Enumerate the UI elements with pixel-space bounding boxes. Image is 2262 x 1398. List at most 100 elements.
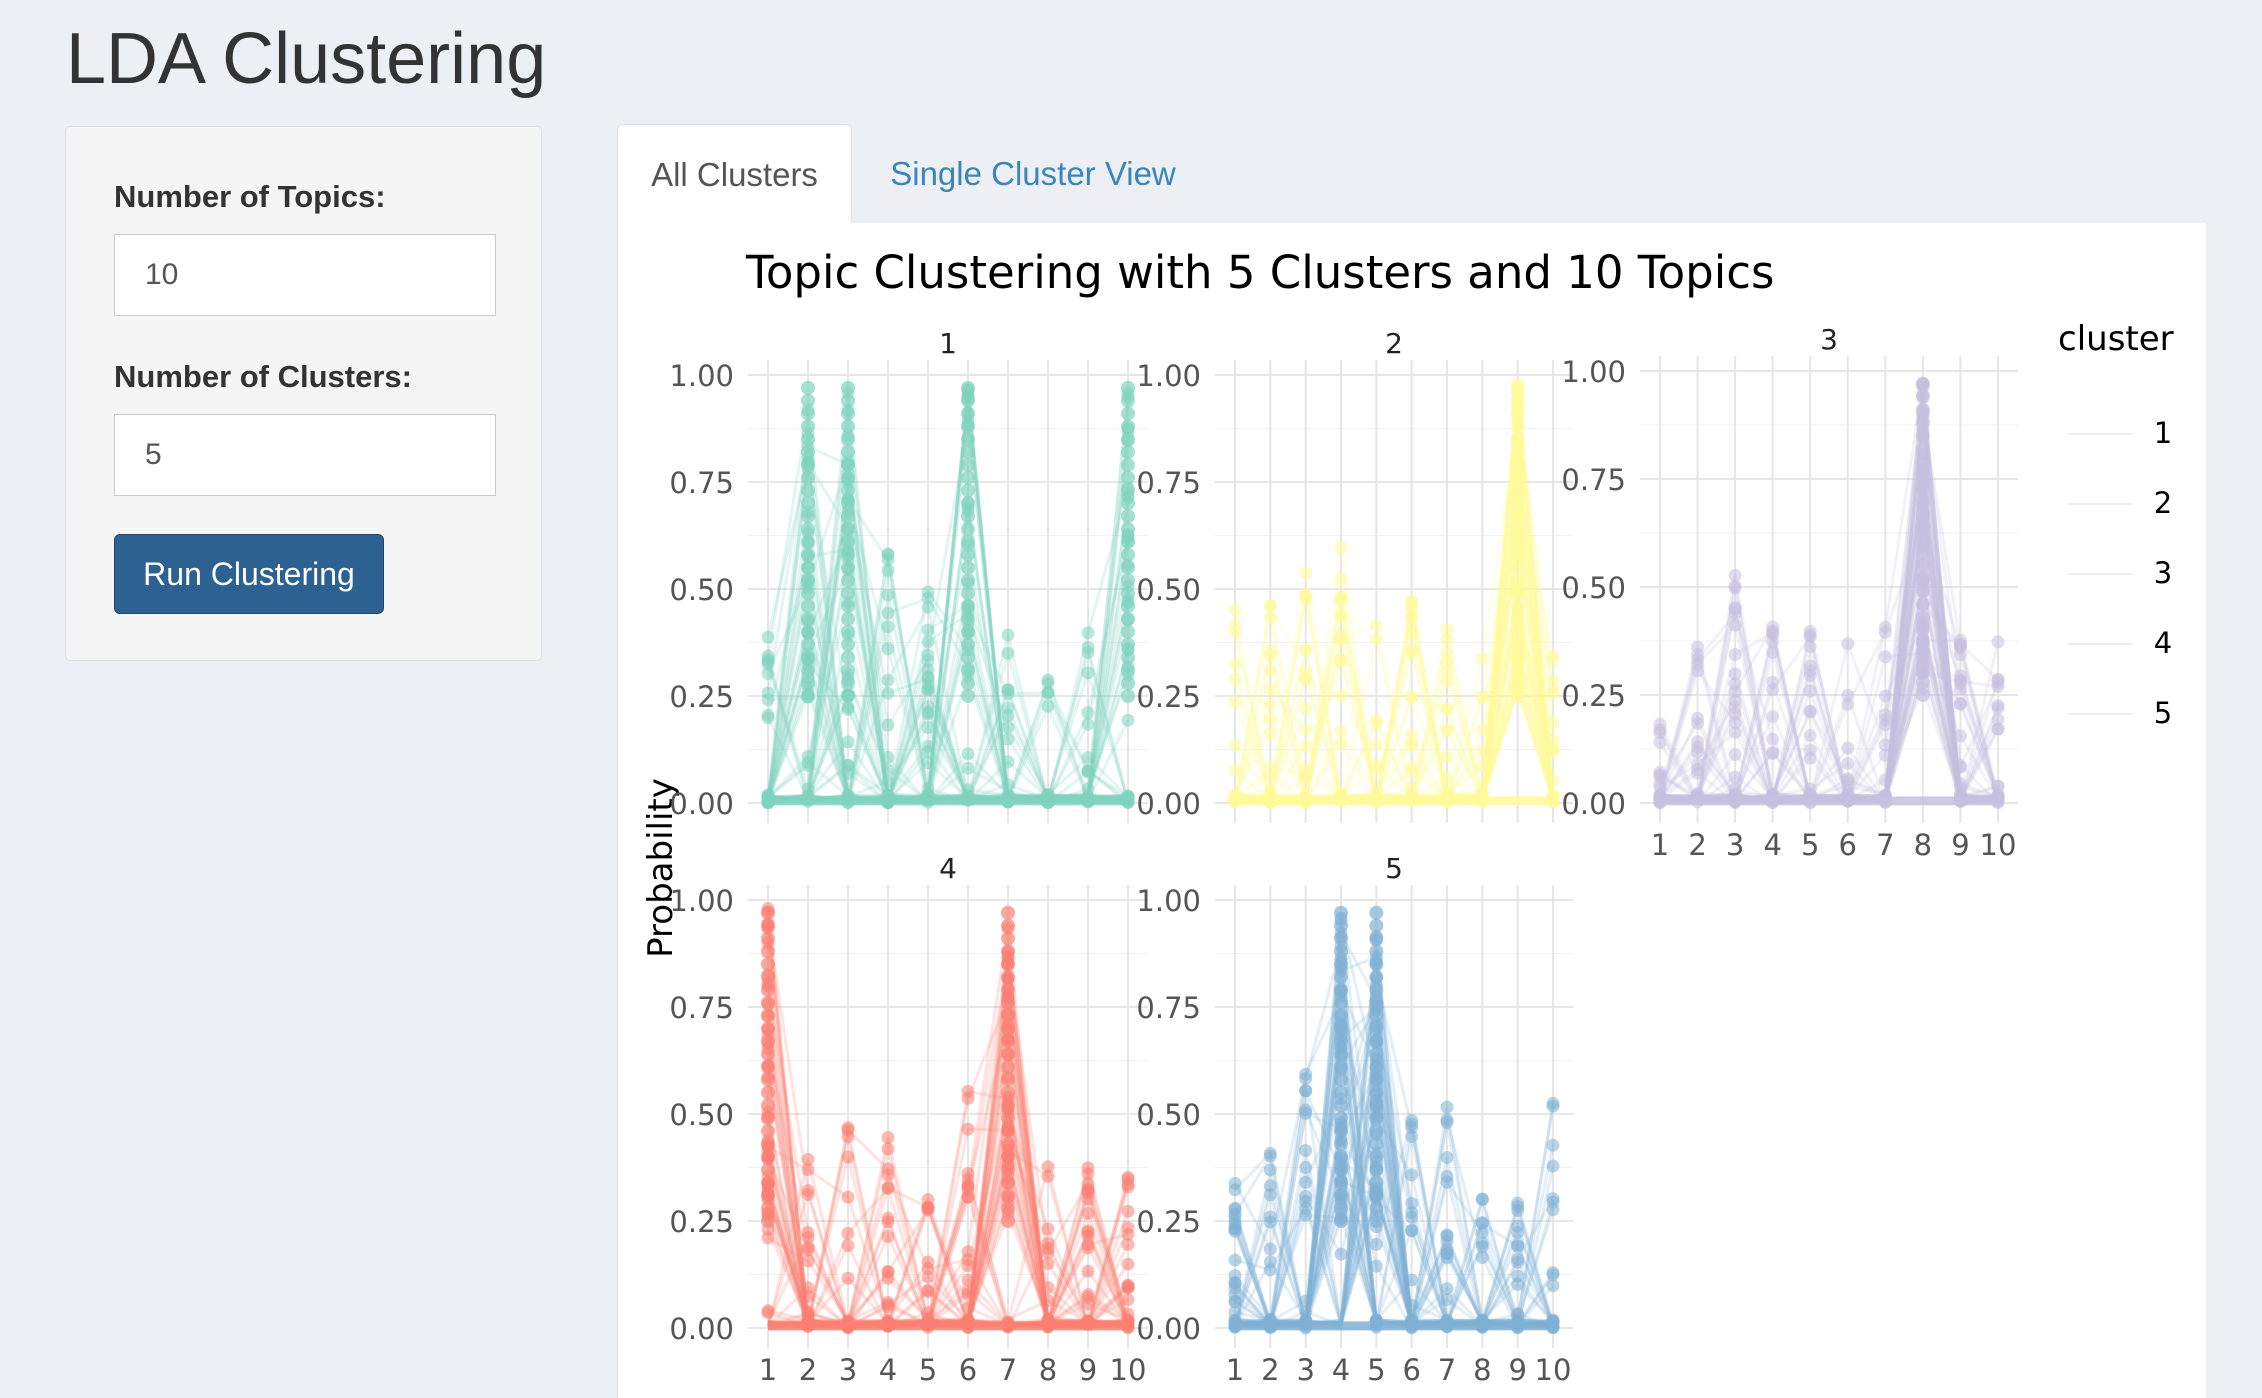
data-point (1228, 1276, 1242, 1290)
chart-title: Topic Clustering with 5 Clusters and 10 … (745, 246, 1774, 299)
series-line (766, 533, 1129, 804)
data-point (961, 419, 975, 434)
data-point (1440, 701, 1454, 715)
data-point (1369, 1085, 1384, 1100)
topics-label: Number of Topics: (114, 179, 386, 214)
data-point (1803, 628, 1817, 642)
data-point (841, 599, 855, 614)
data-point (801, 419, 815, 434)
data-point (801, 676, 815, 691)
data-point (1991, 699, 2005, 713)
data-point (1369, 931, 1384, 946)
data-point (1915, 493, 1930, 508)
series-line (1234, 1150, 1554, 1330)
data-point (841, 547, 855, 562)
data-point (1299, 566, 1313, 580)
topics-input[interactable] (114, 234, 496, 316)
data-point (1001, 1149, 1015, 1164)
data-point (1546, 674, 1560, 688)
data-point (1915, 441, 1930, 456)
data-point (1001, 1098, 1015, 1113)
data-point (1953, 673, 1967, 687)
data-point (1081, 1167, 1095, 1181)
data-point (1001, 1175, 1015, 1190)
data-point (1299, 701, 1313, 715)
y-tick-label: 0.00 (669, 1312, 734, 1346)
data-point (761, 1098, 775, 1113)
data-point (1001, 1201, 1015, 1216)
data-point (1915, 675, 1930, 690)
data-point (1878, 748, 1892, 762)
data-point (1121, 1170, 1135, 1184)
y-tick-label: 0.50 (1136, 1098, 1201, 1132)
run-clustering-button[interactable]: Run Clustering (114, 534, 384, 614)
data-point (1546, 1268, 1560, 1282)
data-point (1081, 1297, 1095, 1311)
y-axis-label: Probability (641, 778, 681, 958)
clusters-label: Number of Clusters: (114, 359, 412, 394)
data-point (1510, 611, 1525, 626)
data-point (1915, 610, 1930, 625)
data-point (1334, 1111, 1348, 1126)
facet-label: 3 (1820, 323, 1838, 356)
data-point (1510, 496, 1525, 511)
series-line (1234, 1161, 1554, 1328)
data-point (1263, 712, 1277, 726)
data-point (1953, 633, 1967, 647)
data-point (1915, 545, 1930, 560)
series-line (1233, 544, 1555, 802)
data-point (1510, 406, 1525, 421)
tab-single-cluster-view[interactable]: Single Cluster View (890, 155, 1176, 192)
data-point (1121, 663, 1135, 678)
y-tick-label: 0.50 (1136, 573, 1201, 607)
data-point (1121, 1278, 1135, 1292)
data-point (1369, 995, 1384, 1010)
series-line (1233, 629, 1555, 803)
data-point (1510, 650, 1525, 665)
data-point (1475, 1236, 1489, 1250)
data-point (1001, 1085, 1015, 1100)
data-point (1334, 737, 1348, 751)
data-point (921, 1270, 935, 1284)
data-point (1369, 1072, 1384, 1087)
data-point (1728, 602, 1742, 616)
data-point (841, 586, 855, 601)
series-line (1233, 604, 1555, 805)
series-line (1233, 526, 1555, 800)
data-point (961, 470, 975, 485)
data-point (1915, 467, 1930, 482)
data-point (801, 457, 815, 472)
data-point (1369, 1162, 1384, 1177)
data-point (1081, 706, 1095, 720)
data-point (761, 970, 775, 985)
data-point (1263, 1242, 1277, 1256)
clusters-input[interactable] (114, 414, 496, 496)
data-point (1081, 640, 1095, 654)
data-point (881, 1181, 895, 1195)
facet-label: 1 (939, 327, 957, 360)
data-point (841, 393, 855, 408)
data-point (1121, 689, 1135, 703)
data-point (1041, 699, 1055, 713)
data-point (1915, 532, 1930, 547)
series-line (766, 653, 1129, 802)
data-point (1263, 697, 1277, 711)
data-point (1510, 547, 1525, 562)
data-point (1691, 763, 1705, 777)
tab-all-clusters[interactable]: All Clusters (617, 124, 852, 224)
data-point (1510, 663, 1525, 678)
data-point (881, 588, 895, 602)
data-point (841, 758, 855, 772)
data-point (1728, 568, 1742, 582)
data-point (761, 1149, 775, 1164)
data-point (801, 758, 815, 772)
data-point (841, 1150, 855, 1164)
x-tick-label: 7 (999, 1353, 1017, 1387)
data-point (761, 1162, 775, 1177)
data-point (1991, 712, 2005, 726)
data-point (1334, 541, 1348, 555)
data-point (1334, 1021, 1348, 1036)
data-point (1334, 573, 1348, 587)
data-point (1841, 697, 1855, 711)
data-point (1405, 1273, 1419, 1287)
